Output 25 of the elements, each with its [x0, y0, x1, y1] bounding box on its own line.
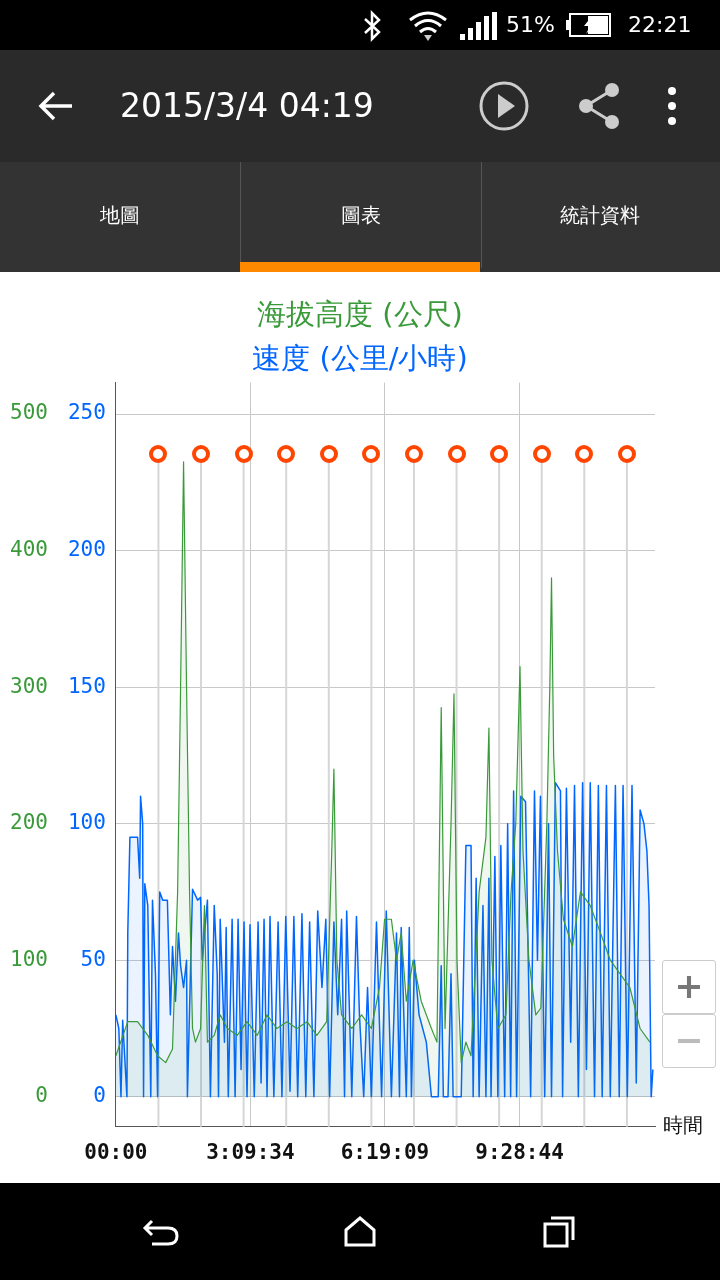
x-tick-label: 00:00: [84, 1139, 148, 1164]
y-tick-label: 0: [35, 1083, 48, 1108]
y-tick-label: 300: [9, 673, 48, 698]
x-tick-label: 3:09:34: [206, 1139, 295, 1164]
text: 51%: [506, 12, 555, 37]
text: 2015/3/4 04:19: [120, 86, 374, 125]
y-tick-label: 200: [9, 810, 48, 835]
y2-tick-label: 250: [67, 400, 106, 425]
text: 速度 (公里/小時): [251, 340, 469, 377]
y-tick-label: 100: [9, 946, 48, 971]
y2-tick-label: 0: [93, 1083, 106, 1108]
text: 地圖: [99, 201, 141, 229]
y2-tick-label: 50: [80, 946, 106, 971]
y2-tick-label: 150: [67, 673, 106, 698]
x-tick-label: 6:19:09: [340, 1139, 430, 1164]
text: 海拔高度 (公尺): [256, 296, 464, 333]
x-tick-label: 9:28:44: [475, 1139, 564, 1164]
text: 22:21: [628, 12, 692, 37]
y2-tick-label: 200: [67, 537, 106, 562]
y-tick-label: 500: [9, 400, 48, 425]
x-axis-title: 時間: [663, 1113, 703, 1137]
text: 統計資料: [559, 201, 641, 229]
y2-tick-label: 100: [67, 810, 106, 835]
text: 圖表: [240, 162, 482, 268]
y-tick-label: 400: [9, 537, 48, 562]
